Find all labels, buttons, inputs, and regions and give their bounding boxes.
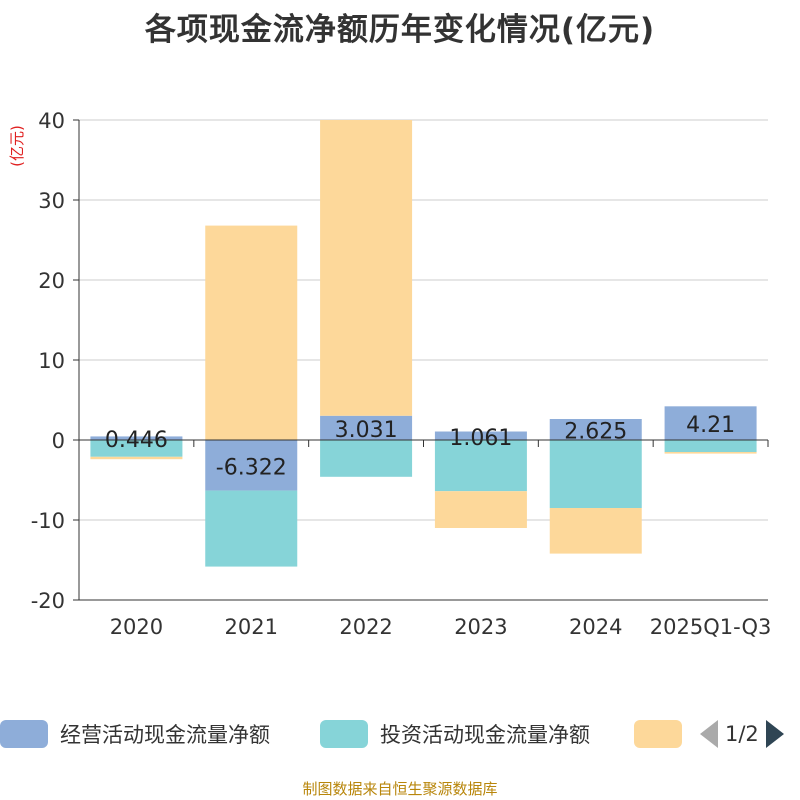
bar-operating [434, 431, 527, 440]
bar-investing [90, 440, 183, 457]
bar-financing [549, 508, 642, 554]
bar-financing [205, 225, 298, 440]
x-tick-label: 2021 [225, 615, 278, 639]
bar-investing [549, 440, 642, 508]
legend-label-operating: 经营活动现金流量净额 [60, 723, 270, 747]
y-tick-label: -20 [31, 589, 65, 613]
y-tick-label: 40 [38, 109, 65, 133]
legend-swatch-financing [634, 720, 682, 748]
data-label: 2.625 [564, 420, 627, 445]
x-tick-label: 2022 [339, 615, 392, 639]
x-tick-label: 2024 [569, 615, 622, 639]
bar-investing [320, 440, 413, 477]
bar-financing [320, 120, 413, 416]
legend-pager: 1/2 [700, 716, 800, 752]
chart-plot: 40 30 20 10 0 -10 -20 (亿元) 2020 2021 2022 2023 2024 2… [8, 109, 772, 639]
bar-investing [434, 440, 527, 492]
bar-operating [549, 419, 642, 440]
y-tick-label: 20 [38, 269, 65, 293]
y-tick-label: 0 [52, 429, 65, 453]
bar-operating [90, 436, 183, 440]
data-label: -6.322 [216, 455, 287, 480]
chart-title: 各项现金流净额历年变化情况(亿元) [144, 12, 656, 48]
data-label: 0.446 [105, 428, 168, 453]
legend-label-investing: 投资活动现金流量净额 [380, 723, 590, 747]
y-axis-label: (亿元) [8, 125, 26, 167]
legend-item-financing[interactable] [634, 716, 682, 752]
bar-investing [664, 440, 757, 452]
data-label: 3.031 [335, 418, 398, 443]
legend-next-page-icon[interactable] [765, 720, 784, 748]
x-tick-label: 2023 [454, 615, 507, 639]
bar-financing [434, 491, 527, 528]
legend-item-operating[interactable]: 经营活动现金流量净额 [0, 716, 270, 752]
legend-swatch-investing [320, 720, 368, 748]
data-label: 4.21 [686, 413, 735, 438]
x-tick-label: 2025Q1-Q3 [650, 615, 772, 639]
bar-financing [664, 452, 757, 454]
bar-operating [205, 440, 298, 491]
legend-swatch-operating [0, 720, 48, 748]
bar-operating [320, 415, 413, 440]
legend-item-investing[interactable]: 投资活动现金流量净额 [320, 716, 590, 752]
y-tick-label: 10 [38, 349, 65, 373]
y-tick-label: 30 [38, 189, 65, 213]
x-tick-label: 2020 [110, 615, 163, 639]
data-label: 1.061 [449, 426, 512, 451]
bar-investing [205, 490, 298, 567]
source-footer: 制图数据来自恒生聚源数据库 [302, 780, 498, 798]
bar-operating [664, 406, 757, 440]
legend-page-indicator: 1/2 [725, 722, 759, 746]
legend-prev-page-icon[interactable] [700, 720, 718, 748]
y-tick-label: -10 [31, 509, 65, 533]
bar-financing [90, 456, 183, 460]
